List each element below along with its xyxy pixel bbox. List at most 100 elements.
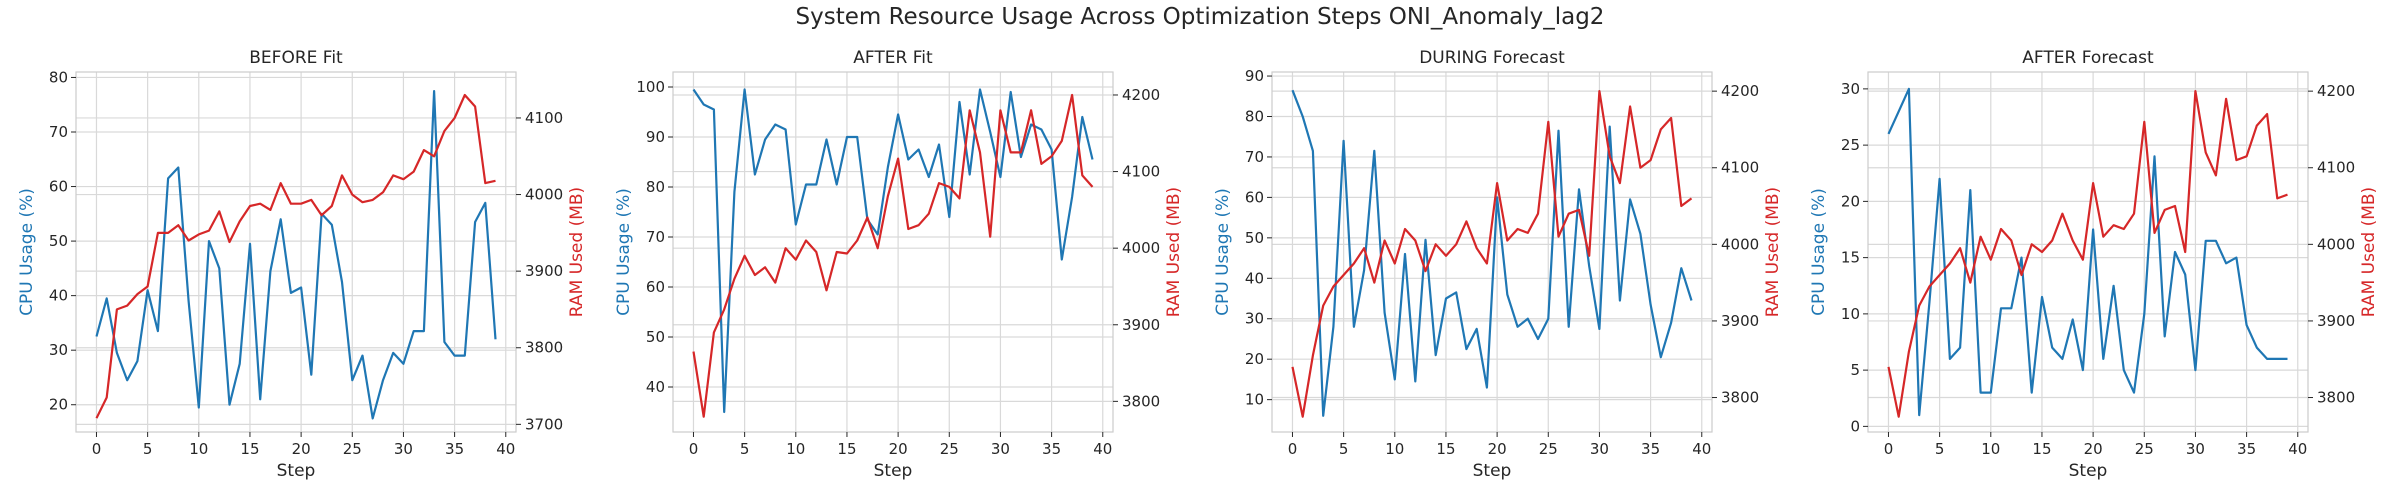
y-tick-label-left: 20 (49, 396, 68, 414)
x-tick-label: 20 (2084, 440, 2103, 458)
plot-area (673, 72, 1113, 432)
y-tick-label-left: 30 (1245, 310, 1264, 328)
y-tick-label-right: 4100 (1122, 163, 1160, 181)
y-tick-label-left: 70 (646, 228, 665, 246)
y-tick-label-right: 3900 (525, 262, 563, 280)
x-tick-label: 30 (394, 440, 413, 458)
y-tick-label-left: 50 (1245, 229, 1264, 247)
y-axis-label-right: RAM Used (MB) (1164, 187, 1184, 317)
cpu-series-line (1887, 87, 2288, 417)
y-tick-label-right: 4200 (1122, 86, 1160, 104)
y-tick-label-left: 60 (646, 278, 665, 296)
ram-series-line (692, 93, 1094, 418)
y-tick-label-right: 3900 (1721, 312, 1759, 330)
x-tick-label: 15 (2032, 440, 2051, 458)
y-tick-label-left: 70 (1245, 148, 1264, 166)
y-tick-label-left: 90 (1245, 67, 1264, 85)
y-axis-label-right: RAM Used (MB) (1763, 187, 1783, 317)
x-tick-label: 30 (2186, 440, 2205, 458)
y-tick-label-left: 0 (1850, 417, 1860, 435)
x-tick-label: 25 (343, 440, 362, 458)
x-tick-label: 25 (2135, 440, 2154, 458)
y-tick-label-right: 3900 (1122, 316, 1160, 334)
y-tick-label-left: 5 (1850, 361, 1860, 379)
y-tick-label-left: 40 (49, 287, 68, 305)
x-tick-label: 25 (940, 440, 959, 458)
x-tick-label: 20 (889, 440, 908, 458)
plot-area (76, 72, 516, 432)
ram-series-line (95, 93, 496, 419)
x-tick-label: 0 (1884, 440, 1894, 458)
y-tick-label-left: 80 (49, 68, 68, 86)
y-tick-label-left: 100 (636, 78, 665, 96)
y-tick-label-right: 4000 (1122, 239, 1160, 257)
cpu-series-line (692, 88, 1094, 414)
x-tick-label: 30 (1590, 440, 1609, 458)
y-tick-label-right: 3800 (1721, 389, 1759, 407)
y-tick-label-left: 60 (49, 178, 68, 196)
x-tick-label: 20 (1488, 440, 1507, 458)
y-tick-label-left: 30 (1841, 80, 1860, 98)
y-tick-label-left: 10 (1245, 391, 1264, 409)
x-tick-label: 30 (991, 440, 1010, 458)
chart-panel-3: 0 5 10 15 20 25 30 35 40 10 20 30 40 50 60 70 80 90 3800 39… (1213, 48, 1783, 481)
y-tick-label-right: 4100 (1721, 159, 1759, 177)
y-tick-label-left: 15 (1841, 249, 1860, 267)
chart-panel-4: 0 5 10 15 20 25 30 35 40 0 5 10 15 20 25 30 3800 3900 4000… (1809, 48, 2379, 481)
y-axis-label-left: CPU Usage (%) (17, 188, 37, 316)
y-tick-label-right: 4200 (2317, 82, 2355, 100)
axes-frame (672, 71, 1114, 433)
x-tick-label: 35 (1641, 440, 1660, 458)
x-tick-label: 15 (240, 440, 259, 458)
y-tick-label-left: 80 (1245, 107, 1264, 125)
x-tick-label: 10 (189, 440, 208, 458)
y-tick-label-right: 4000 (1721, 235, 1759, 253)
y-tick-label-right: 3900 (2317, 312, 2355, 330)
x-tick-label: 25 (1539, 440, 1558, 458)
y-tick-label-left: 10 (1841, 305, 1860, 323)
x-tick-label: 5 (1339, 440, 1349, 458)
y-tick-label-left: 60 (1245, 188, 1264, 206)
x-tick-label: 0 (92, 440, 102, 458)
x-tick-label: 15 (1436, 440, 1455, 458)
ram-series-line (1887, 89, 2288, 418)
x-tick-label: 20 (292, 440, 311, 458)
x-tick-label: 10 (1385, 440, 1404, 458)
axes-frame (1867, 71, 2309, 433)
subplot-title: AFTER Forecast (2022, 48, 2154, 68)
x-axis-label: Step (1473, 461, 1512, 481)
y-tick-label-right: 4100 (2317, 159, 2355, 177)
axes-frame (1271, 71, 1713, 433)
x-tick-label: 40 (496, 440, 515, 458)
y-tick-label-right: 4000 (2317, 235, 2355, 253)
x-tick-label: 40 (1093, 440, 1112, 458)
x-tick-label: 40 (1692, 440, 1711, 458)
y-tick-label-left: 40 (1245, 269, 1264, 287)
y-axis-label-left: CPU Usage (%) (614, 188, 634, 316)
x-tick-label: 10 (786, 440, 805, 458)
y-tick-label-left: 50 (49, 232, 68, 250)
subplot-title: AFTER Fit (853, 48, 933, 68)
plot-area (1272, 72, 1712, 432)
x-tick-label: 0 (689, 440, 699, 458)
x-tick-label: 35 (2237, 440, 2256, 458)
x-tick-label: 5 (1935, 440, 1945, 458)
y-tick-label-left: 80 (646, 178, 665, 196)
x-axis-label: Step (2069, 461, 2108, 481)
y-tick-label-left: 50 (646, 328, 665, 346)
chart-panel-1: 0 5 10 15 20 25 30 35 40 20 30 40 50 60 70 80 3700 3800 39… (17, 48, 587, 481)
x-tick-label: 40 (2288, 440, 2307, 458)
x-tick-label: 0 (1288, 440, 1298, 458)
y-tick-label-right: 3800 (1122, 392, 1160, 410)
y-axis-label-right: RAM Used (MB) (2359, 187, 2379, 317)
y-tick-label-right: 4200 (1721, 82, 1759, 100)
y-axis-label-left: CPU Usage (%) (1213, 188, 1233, 316)
cpu-series-line (95, 89, 497, 420)
x-tick-label: 35 (445, 440, 464, 458)
y-tick-label-left: 20 (1245, 350, 1264, 368)
y-axis-label-left: CPU Usage (%) (1809, 188, 1829, 316)
x-tick-label: 5 (143, 440, 153, 458)
cpu-series-line (1291, 89, 1693, 417)
